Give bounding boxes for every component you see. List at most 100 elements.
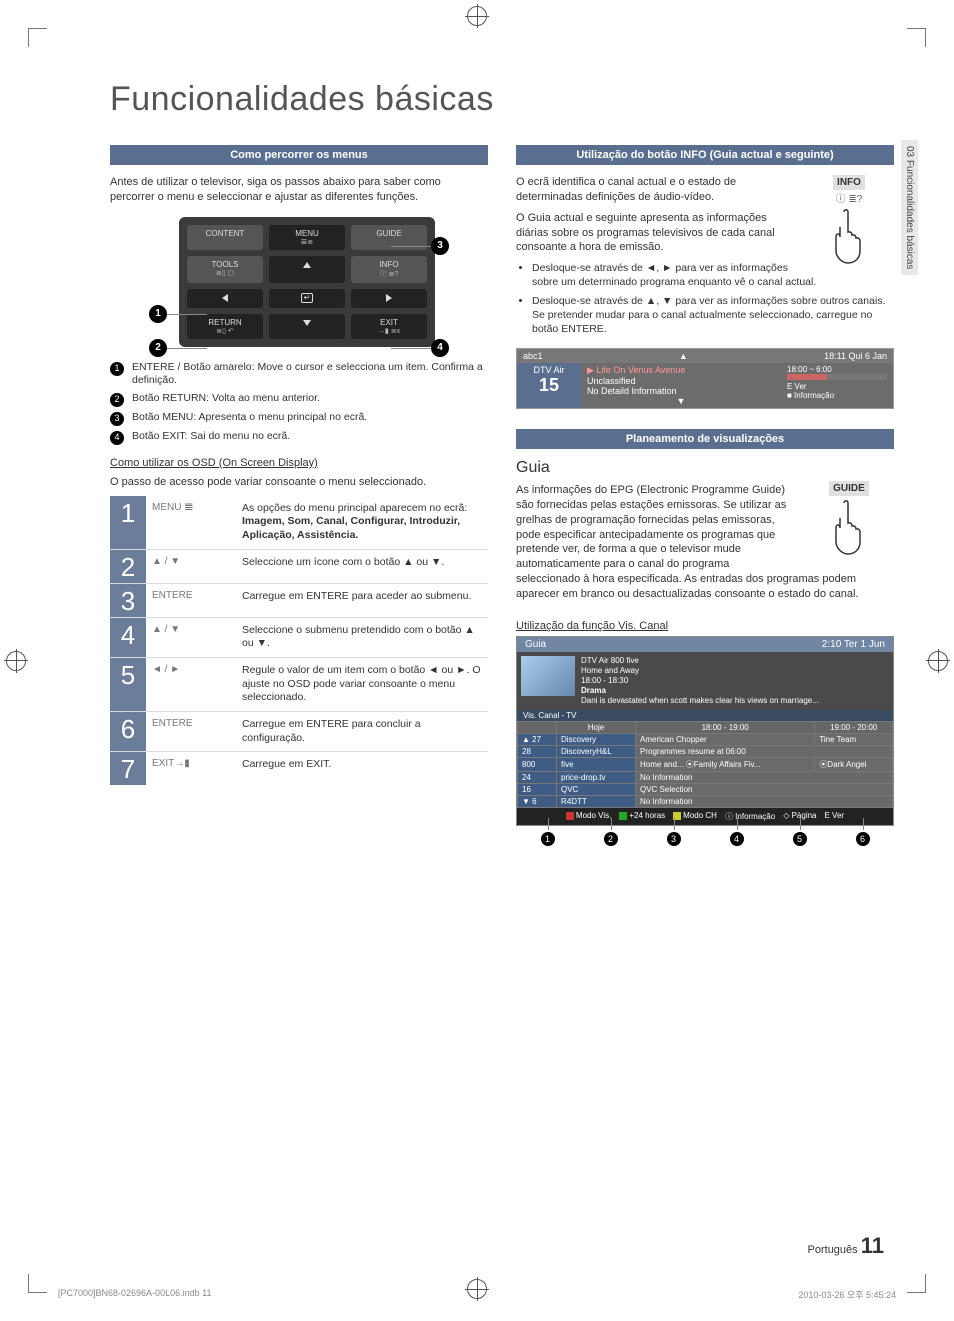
osd-clock: 18:11 Qui 6 Jan: [824, 351, 887, 361]
section-bar-info-button: Utilização do botão INFO (Guia actual e …: [516, 145, 894, 165]
osd-info-link[interactable]: ■ Informação: [787, 391, 887, 400]
osd-time-slot: 18:00 ~ 6:00: [787, 365, 887, 374]
footer: [PC7000]BN68-02696A-00L06.indb 11 2010-0…: [58, 1288, 896, 1301]
guide-row[interactable]: 28DiscoveryH&LProgrammes resume at 06:00: [518, 745, 893, 757]
osd-dtv-label: DTV Air: [519, 365, 579, 375]
guide-meta: DTV Air 800 five Home and Away 18:00 - 1…: [581, 656, 819, 706]
guide-row[interactable]: 24price-drop.tvNo Information: [518, 771, 893, 783]
registration-mark: [6, 651, 26, 671]
osd-program-title: ▶ Life On Venus Avenue: [587, 365, 775, 376]
page: 03 Funcionalidades básicas Funcionalidad…: [0, 0, 954, 1321]
remote-enter-button[interactable]: ↵: [269, 289, 345, 308]
osd-progress-bar: [787, 374, 887, 380]
callout-item-2: 2Botão RETURN: Volta ao menu anterior.: [110, 392, 488, 407]
remote-menu-button[interactable]: MENU𝌆≣: [269, 225, 345, 250]
callout-line: [391, 348, 431, 349]
osd-classification: Unclassified: [587, 376, 775, 386]
callout-line: [167, 314, 207, 315]
info-icon: ⓘ ≣?: [804, 190, 894, 205]
guide-sub-head: Utilização da função Vis. Canal: [516, 620, 894, 632]
osd-detail: No Detaild Information: [587, 386, 775, 396]
step-row-7: 7 EXIT→▮ Carregue em EXIT.: [110, 751, 488, 785]
osd-ver-link[interactable]: E Ver: [787, 382, 887, 391]
legend-item[interactable]: Modo CH: [673, 811, 717, 822]
guide-osd-title: Guia: [525, 639, 546, 650]
legend-item[interactable]: Modo Vis.: [566, 811, 611, 822]
col-slot-2: 19:00 - 20:00: [815, 721, 893, 733]
guide-badge: GUIDE: [804, 481, 894, 561]
guide-row[interactable]: ▼ 6R4DTTNo Information: [518, 795, 893, 807]
guide-legend-numbers: 1 2 3 4 5 6: [516, 832, 894, 846]
legend-bubble-4: 4: [730, 832, 744, 846]
step-row-3: 3 ENTERE Carregue em ENTERE para aceder …: [110, 583, 488, 617]
guide-row[interactable]: 16QVCQVC Selection: [518, 783, 893, 795]
registration-mark: [467, 6, 487, 26]
page-title: Funcionalidades básicas: [110, 80, 894, 119]
step-row-6: 6 ENTERE Carregue em ENTERE para conclui…: [110, 711, 488, 751]
step-row-5: 5 ◄ / ► Regule o valor de um item com o …: [110, 657, 488, 711]
callout-bubble-1: 1: [149, 305, 167, 323]
left-column: Como percorrer os menus Antes de utiliza…: [110, 139, 488, 846]
section-bar-navigate-menus: Como percorrer os menus: [110, 145, 488, 165]
osd-intro: O passo de acesso pode variar consoante …: [110, 475, 488, 490]
osd-steps-table: 1 MENU 𝌆 As opções do menu principal apa…: [110, 496, 488, 785]
step-row-4: 4 ▲ / ▼ Seleccione o submenu pretendido …: [110, 617, 488, 657]
right-column: Utilização do botão INFO (Guia actual e …: [516, 139, 894, 846]
side-tab: 03 Funcionalidades básicas: [901, 140, 918, 275]
info-bullet-2: Desloque-se através de ▲, ▼ para ver as …: [532, 294, 894, 337]
osd-subhead: Como utilizar os OSD (On Screen Display): [110, 457, 488, 469]
crop-mark: [907, 28, 926, 47]
info-label: INFO: [833, 175, 865, 190]
guide-thumbnail: [521, 656, 575, 696]
crop-mark: [907, 1274, 926, 1293]
guide-label: GUIDE: [829, 481, 869, 496]
remote-down-button[interactable]: [269, 314, 345, 339]
remote-callout-list: 1ENTERE / Botão amarelo: Move o cursor e…: [110, 361, 488, 445]
legend-bubble-1: 1: [541, 832, 555, 846]
info-badge: INFO ⓘ ≣?: [804, 175, 894, 270]
step-row-2: 2 ▲ / ▼ Seleccione um ícone com o botão …: [110, 549, 488, 583]
callout-bubble-3: 3: [431, 237, 449, 255]
osd-channel-name: abc1: [523, 351, 543, 361]
remote-tools-button[interactable]: TOOLS≣▯ ▢: [187, 256, 263, 283]
callout-line: [167, 348, 207, 349]
footer-timestamp: 2010-03-26 오후 5:45:24: [798, 1288, 896, 1301]
hand-pointer-icon: [824, 498, 874, 558]
guide-legend: Modo Vis. +24 horas Modo CH ⓘ Informação…: [517, 808, 893, 825]
legend-bubble-5: 5: [793, 832, 807, 846]
legend-item[interactable]: ⓘ Informação: [725, 811, 775, 822]
remote-left-button[interactable]: [187, 289, 263, 308]
callout-line: [391, 246, 431, 247]
col-today: Hoje: [557, 721, 636, 733]
legend-item[interactable]: +24 horas: [619, 811, 665, 822]
remote-info-button[interactable]: INFOⓘ ≣?: [351, 256, 427, 283]
guide-view-mode: Vis. Canal - TV: [517, 710, 893, 721]
remote-content-button[interactable]: CONTENT: [187, 225, 263, 250]
guide-row[interactable]: 800fiveHome and... ⦿Family Affairs Fiv..…: [518, 757, 893, 771]
remote-right-button[interactable]: [351, 289, 427, 308]
step-row-1: 1 MENU 𝌆 As opções do menu principal apa…: [110, 496, 488, 549]
legend-bubble-2: 2: [604, 832, 618, 846]
guide-heading: Guia: [516, 459, 894, 477]
remote-up-button[interactable]: [269, 256, 345, 283]
intro-text: Antes de utilizar o televisor, siga os p…: [110, 175, 488, 205]
remote-exit-button[interactable]: EXIT→▮ ≣x: [351, 314, 427, 339]
info-bullets: Desloque-se através de ◄, ► para ver as …: [516, 261, 894, 336]
legend-item[interactable]: E Ver: [825, 811, 845, 822]
col-slot-1: 18:00 - 19:00: [636, 721, 815, 733]
content-columns: Como percorrer os menus Antes de utiliza…: [110, 139, 894, 846]
legend-bubble-3: 3: [667, 832, 681, 846]
section-bar-planning: Planeamento de visualizações: [516, 429, 894, 449]
osd-info-preview: abc1 ▲ 18:11 Qui 6 Jan DTV Air 15 ▶ Life…: [516, 348, 894, 409]
guide-row[interactable]: ▲ 27DiscoveryAmerican ChopperTine Team: [518, 733, 893, 745]
guide-osd-clock: 2:10 Ter 1 Jun: [822, 639, 885, 650]
callout-item-1: 1ENTERE / Botão amarelo: Move o cursor e…: [110, 361, 488, 388]
crop-mark: [28, 1274, 47, 1293]
registration-mark: [928, 651, 948, 671]
hand-pointer-icon: [824, 207, 874, 267]
guide-osd-preview: Guia 2:10 Ter 1 Jun DTV Air 800 five Hom…: [516, 636, 894, 826]
remote-diagram: CONTENT MENU𝌆≣ GUIDE TOOLS≣▯ ▢ INFOⓘ ≣? …: [149, 217, 449, 347]
remote-return-button[interactable]: RETURN≣▯ ↶: [187, 314, 263, 339]
guide-grid: Hoje 18:00 - 19:00 19:00 - 20:00 ▲ 27Dis…: [517, 721, 893, 808]
legend-bubble-6: 6: [856, 832, 870, 846]
